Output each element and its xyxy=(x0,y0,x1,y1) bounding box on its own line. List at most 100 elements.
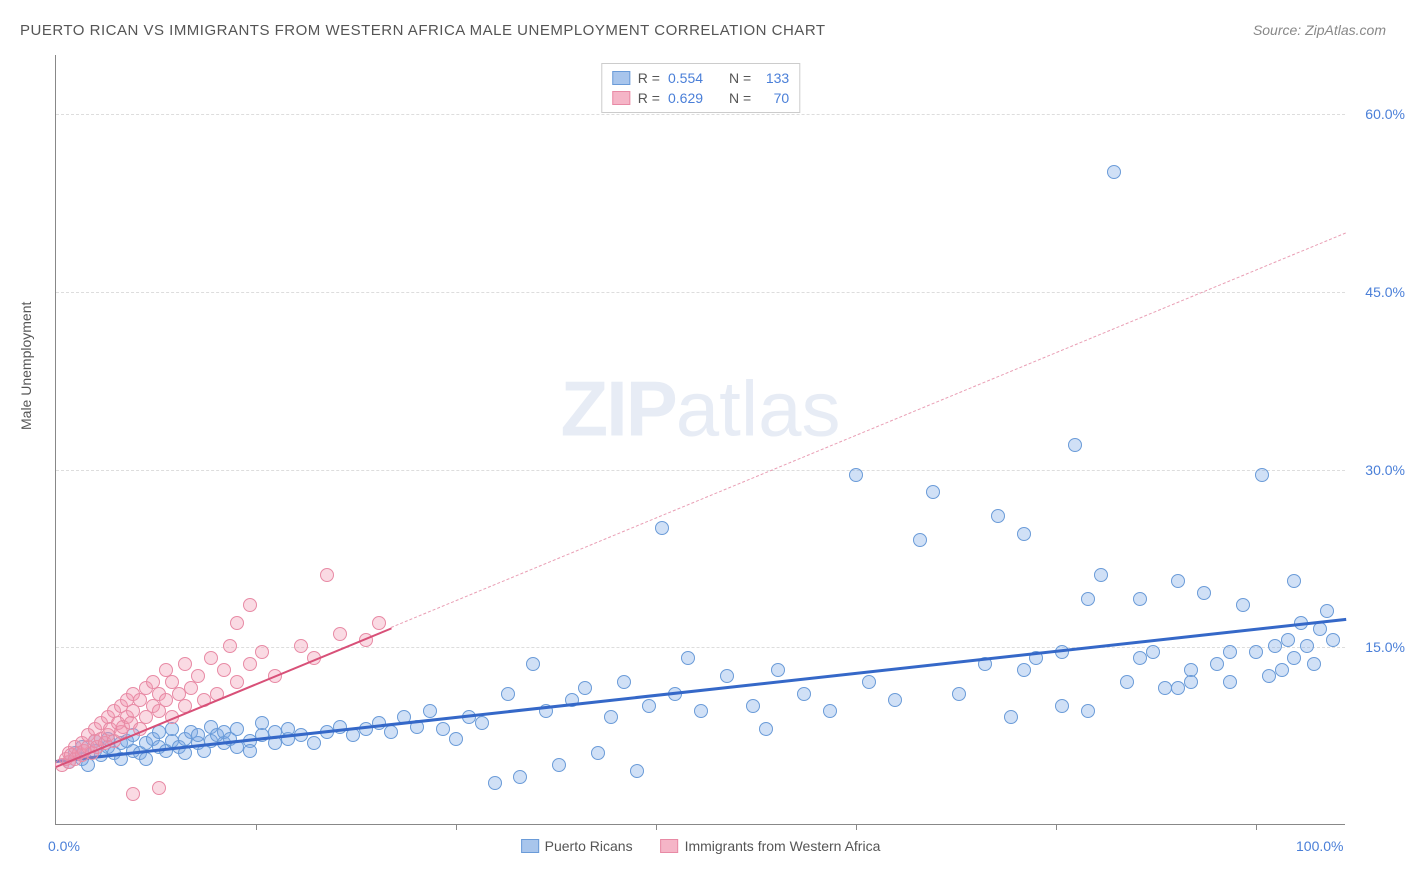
data-point xyxy=(552,758,566,772)
data-point xyxy=(1081,704,1095,718)
data-point xyxy=(1197,586,1211,600)
data-point xyxy=(230,722,244,736)
data-point xyxy=(862,675,876,689)
data-point xyxy=(630,764,644,778)
r-label: R = xyxy=(638,90,660,106)
n-label: N = xyxy=(729,70,751,86)
legend-row: R =0.554N =133 xyxy=(612,68,789,88)
data-point xyxy=(1326,633,1340,647)
data-point xyxy=(604,710,618,724)
data-point xyxy=(1300,639,1314,653)
data-point xyxy=(1275,663,1289,677)
data-point xyxy=(159,693,173,707)
data-point xyxy=(1307,657,1321,671)
data-point xyxy=(1055,699,1069,713)
data-point xyxy=(1017,663,1031,677)
y-tick-label: 15.0% xyxy=(1365,639,1405,655)
data-point xyxy=(307,736,321,750)
data-point xyxy=(991,509,1005,523)
data-point xyxy=(913,533,927,547)
data-point xyxy=(1287,574,1301,588)
data-point xyxy=(255,645,269,659)
data-point xyxy=(655,521,669,535)
data-point xyxy=(952,687,966,701)
x-tick xyxy=(856,824,857,830)
series-legend: Puerto Ricans Immigrants from Western Afr… xyxy=(521,838,881,854)
data-point xyxy=(1068,438,1082,452)
data-point xyxy=(223,639,237,653)
data-point xyxy=(126,787,140,801)
data-point xyxy=(888,693,902,707)
legend-item: Immigrants from Western Africa xyxy=(661,838,881,854)
legend-swatch xyxy=(612,71,630,85)
data-point xyxy=(797,687,811,701)
legend-item: Puerto Ricans xyxy=(521,838,633,854)
data-point xyxy=(294,639,308,653)
r-value: 0.554 xyxy=(668,70,703,86)
x-tick-label: 100.0% xyxy=(1296,838,1343,854)
data-point xyxy=(178,657,192,671)
data-point xyxy=(139,752,153,766)
x-tick xyxy=(456,824,457,830)
series-name: Immigrants from Western Africa xyxy=(685,838,881,854)
data-point xyxy=(488,776,502,790)
data-point xyxy=(591,746,605,760)
n-value: 70 xyxy=(759,90,789,106)
data-point xyxy=(1017,527,1031,541)
data-point xyxy=(849,468,863,482)
data-point xyxy=(1184,675,1198,689)
data-point xyxy=(436,722,450,736)
data-point xyxy=(681,651,695,665)
data-point xyxy=(642,699,656,713)
data-point xyxy=(1249,645,1263,659)
data-point xyxy=(243,657,257,671)
gridline xyxy=(56,292,1345,293)
data-point xyxy=(1120,675,1134,689)
data-point xyxy=(1133,651,1147,665)
chart-title: PUERTO RICAN VS IMMIGRANTS FROM WESTERN … xyxy=(20,22,826,39)
data-point xyxy=(771,663,785,677)
y-tick-label: 30.0% xyxy=(1365,462,1405,478)
x-tick xyxy=(256,824,257,830)
scatter-plot-area: ZIPatlas R =0.554N =133R =0.629N =70 Pue… xyxy=(55,55,1345,825)
data-point xyxy=(1107,165,1121,179)
data-point xyxy=(1133,592,1147,606)
data-point xyxy=(694,704,708,718)
r-value: 0.629 xyxy=(668,90,703,106)
data-point xyxy=(1171,681,1185,695)
y-tick-label: 45.0% xyxy=(1365,284,1405,300)
data-point xyxy=(217,663,231,677)
data-point xyxy=(617,675,631,689)
gridline xyxy=(56,114,1345,115)
data-point xyxy=(926,485,940,499)
data-point xyxy=(1223,645,1237,659)
data-point xyxy=(1094,568,1108,582)
data-point xyxy=(759,722,773,736)
r-label: R = xyxy=(638,70,660,86)
data-point xyxy=(1262,669,1276,683)
legend-swatch xyxy=(661,839,679,853)
legend-row: R = 0.629 N = 70 xyxy=(612,88,789,108)
data-point xyxy=(423,704,437,718)
data-point xyxy=(823,704,837,718)
data-point xyxy=(152,781,166,795)
data-point xyxy=(513,770,527,784)
data-point xyxy=(191,669,205,683)
data-point xyxy=(578,681,592,695)
legend-swatch xyxy=(521,839,539,853)
data-point xyxy=(243,598,257,612)
data-point xyxy=(191,728,205,742)
data-point xyxy=(1171,574,1185,588)
watermark: ZIPatlas xyxy=(560,363,840,454)
data-point xyxy=(1210,657,1224,671)
data-point xyxy=(243,744,257,758)
x-tick-label: 0.0% xyxy=(48,838,80,854)
data-point xyxy=(720,669,734,683)
data-point xyxy=(255,716,269,730)
data-point xyxy=(333,627,347,641)
data-point xyxy=(526,657,540,671)
data-point xyxy=(1255,468,1269,482)
data-point xyxy=(230,675,244,689)
n-label: N = xyxy=(729,90,751,106)
legend-swatch xyxy=(612,91,630,105)
